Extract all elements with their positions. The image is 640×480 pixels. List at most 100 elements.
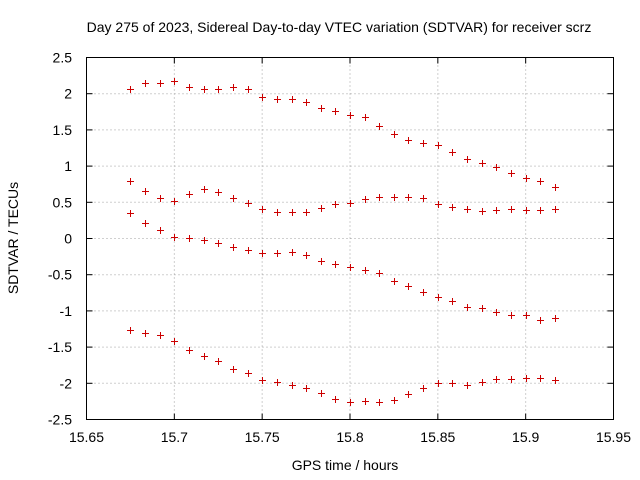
- series-4-point: [405, 391, 412, 398]
- series-3-point: [245, 247, 252, 254]
- series-1-point: [523, 175, 530, 182]
- series-2-point: [289, 209, 296, 216]
- x-tick-label: 15.95: [596, 429, 631, 445]
- series-4-point: [303, 385, 310, 392]
- series-1-point: [391, 131, 398, 138]
- series-4-point: [347, 399, 354, 406]
- series-4-point: [215, 358, 222, 365]
- series-3-point: [186, 235, 193, 242]
- series-2-point: [537, 207, 544, 214]
- x-tick-label: 15.8: [336, 429, 363, 445]
- series-4-point: [376, 399, 383, 406]
- series-4-point: [289, 382, 296, 389]
- y-tick-label: 2: [64, 86, 72, 102]
- series-1-point: [142, 80, 149, 87]
- series-2-point: [449, 204, 456, 211]
- series-4-point: [537, 375, 544, 382]
- series-1-point: [332, 108, 339, 115]
- series-2-point: [230, 195, 237, 202]
- x-tick-labels: 15.65 15.7 15.75 15.8 15.85 15.9 15.95: [69, 429, 631, 445]
- series-3-point: [537, 317, 544, 324]
- series-3-point: [201, 237, 208, 244]
- series-3-point: [523, 312, 530, 319]
- series-1-point: [230, 84, 237, 91]
- series-3-point: [303, 252, 310, 259]
- series-4-point: [420, 385, 427, 392]
- series-1-point: [347, 112, 354, 119]
- series-2-point: [332, 201, 339, 208]
- series-3-point: [420, 289, 427, 296]
- series-2-point: [493, 207, 500, 214]
- series-3-point: [435, 294, 442, 301]
- series-4-point: [127, 327, 134, 334]
- series-1-point: [435, 142, 442, 149]
- x-tick-label: 15.75: [245, 429, 280, 445]
- series-3-point: [274, 250, 281, 257]
- series-1-point: [464, 156, 471, 163]
- series-1-point: [537, 178, 544, 185]
- plot-frame: [86, 57, 614, 420]
- series-4-point: [435, 380, 442, 387]
- series-3-point: [230, 244, 237, 251]
- series-2-point: [186, 191, 193, 198]
- series-1-point: [376, 123, 383, 130]
- series-4-point: [230, 366, 237, 373]
- series-2-point: [479, 208, 486, 215]
- x-axis-title: GPS time / hours: [292, 457, 399, 473]
- y-tick-label: 0: [64, 231, 72, 247]
- y-axis-title: SDTVAR / TECUs: [5, 182, 21, 294]
- series-3-point: [259, 250, 266, 257]
- series-2-point: [274, 209, 281, 216]
- series-1-point: [259, 94, 266, 101]
- series-1-point: [289, 96, 296, 103]
- grid-lines: [86, 57, 614, 420]
- series-4-point: [259, 377, 266, 384]
- series-2-point: [405, 194, 412, 201]
- series-3-point: [362, 267, 369, 274]
- series-3-point: [479, 305, 486, 312]
- series-2-point: [508, 206, 515, 213]
- series-1-point: [171, 78, 178, 85]
- series-1-point: [405, 137, 412, 144]
- series-3-point: [493, 309, 500, 316]
- series-4-point: [493, 376, 500, 383]
- series-4-point: [157, 332, 164, 339]
- series-3-point: [289, 249, 296, 256]
- series-4-point: [142, 330, 149, 337]
- y-tick-label: 2.5: [53, 50, 73, 66]
- series-4-point: [245, 370, 252, 377]
- series-1-point: [303, 99, 310, 106]
- series-1-point: [552, 184, 559, 191]
- series-4-point: [391, 397, 398, 404]
- y-tick-label: -2: [60, 375, 73, 391]
- series-1-point: [274, 96, 281, 103]
- series-3-point: [449, 298, 456, 305]
- series-3-point: [508, 312, 515, 319]
- series-3-point: [464, 304, 471, 311]
- series-2-point: [127, 178, 134, 185]
- series-2-point: [523, 207, 530, 214]
- series-2-point: [362, 196, 369, 203]
- series-4-point: [171, 338, 178, 345]
- series-2-point: [376, 194, 383, 201]
- series-1-point: [157, 80, 164, 87]
- series-3-point: [157, 227, 164, 234]
- series-2-point: [245, 200, 252, 207]
- series-3-point: [332, 261, 339, 268]
- series-4-point: [508, 376, 515, 383]
- series-3-point: [552, 315, 559, 322]
- series-1-point: [508, 170, 515, 177]
- x-tick-label: 15.9: [512, 429, 539, 445]
- series-4-point: [201, 353, 208, 360]
- series-4-point: [479, 379, 486, 386]
- series-4-point: [362, 398, 369, 405]
- series-3-point: [347, 264, 354, 271]
- x-tick-label: 15.85: [420, 429, 455, 445]
- series-3-point: [142, 220, 149, 227]
- y-tick-label: 1.5: [53, 122, 73, 138]
- series-4-point: [464, 382, 471, 389]
- y-tick-labels: 2.5 2 1.5 1 0.5 0 -0.5 -1 -1.5 -2 -2.5: [48, 50, 72, 428]
- series-3-point: [376, 270, 383, 277]
- y-tick-label: -0.5: [48, 267, 72, 283]
- series-1-point: [449, 149, 456, 156]
